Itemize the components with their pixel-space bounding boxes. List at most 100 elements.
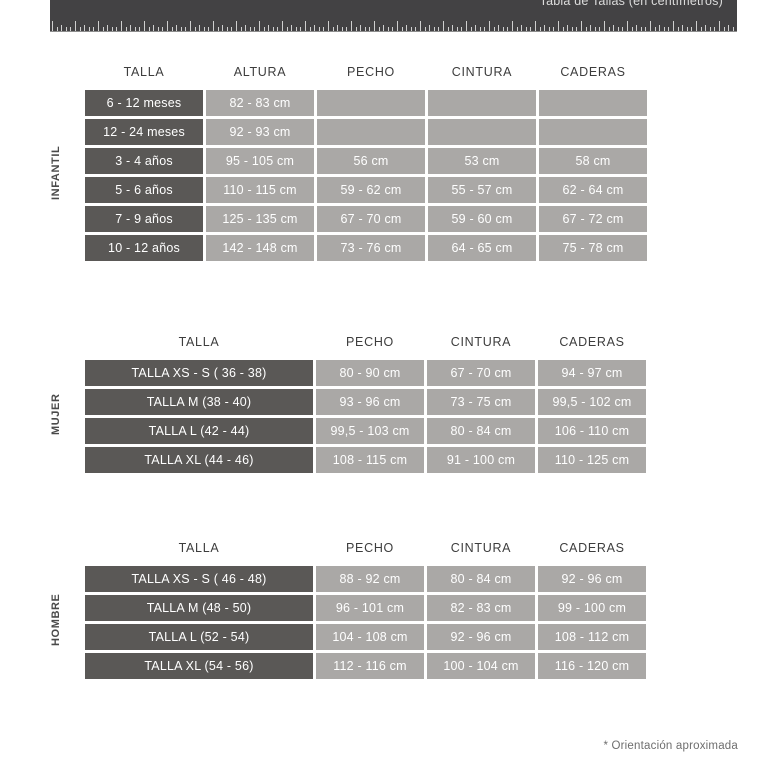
ruler-tick xyxy=(723,27,725,32)
table-row: 12 - 24 meses 92 - 93 cm xyxy=(85,119,647,145)
table-row: TALLA XL (44 - 46) 108 - 115 cm 91 - 100 c… xyxy=(85,447,646,473)
measurement-cell: 67 - 72 cm xyxy=(539,206,647,232)
ruler-tick xyxy=(245,25,247,32)
ruler-tick xyxy=(65,27,67,32)
ruler-tick xyxy=(56,27,58,32)
table-row: 3 - 4 años 95 - 105 cm 56 cm 53 cm 58 cm xyxy=(85,148,647,174)
column-header-caderas: CADERAS xyxy=(559,335,625,349)
size-label-cell: TALLA XS - S ( 46 - 48) xyxy=(85,566,313,592)
ruler-tick xyxy=(558,21,559,32)
ruler-tick xyxy=(107,25,109,32)
ruler-tick xyxy=(277,27,279,32)
ruler-tick xyxy=(668,27,670,32)
ruler-tick xyxy=(217,27,219,32)
column-header-cintura: CINTURA xyxy=(451,65,513,79)
measurement-cell xyxy=(539,90,647,116)
ruler-tick xyxy=(576,27,578,32)
ruler-tick xyxy=(208,27,210,32)
ruler-tick xyxy=(268,25,270,32)
measurement-cell: 112 - 116 cm xyxy=(316,653,424,679)
measurement-cell: 99 - 100 cm xyxy=(538,595,646,621)
measurement-cell: 91 - 100 cm xyxy=(427,447,535,473)
ruler-tick xyxy=(397,21,398,32)
ruler-tick xyxy=(341,27,343,32)
ruler-tick xyxy=(139,27,141,32)
ruler-tick xyxy=(613,25,615,32)
ruler-tick xyxy=(719,21,720,32)
banner-edge xyxy=(50,31,737,32)
ruler-tick xyxy=(452,25,454,32)
ruler-tick xyxy=(617,27,619,32)
ruler-tick xyxy=(364,27,366,32)
measurement-cell: 53 cm xyxy=(428,148,536,174)
ruler-tick xyxy=(682,25,684,32)
measurement-cell: 108 - 115 cm xyxy=(316,447,424,473)
measurement-cell: 67 - 70 cm xyxy=(317,206,425,232)
measurement-cell xyxy=(539,119,647,145)
ruler-tick xyxy=(116,27,118,32)
ruler-tick xyxy=(98,21,99,32)
ruler-tick xyxy=(493,27,495,32)
column-header-pecho: PECHO xyxy=(346,541,394,555)
size-label-cell: 10 - 12 años xyxy=(85,235,203,261)
ruler-tick xyxy=(686,27,688,32)
ruler-tick xyxy=(153,25,155,32)
ruler-tick xyxy=(240,27,242,32)
measurement-cell: 108 - 112 cm xyxy=(538,624,646,650)
measurement-cell: 82 - 83 cm xyxy=(427,595,535,621)
ruler-tick xyxy=(567,25,569,32)
ruler-tick xyxy=(466,21,467,32)
measurement-cell: 96 - 101 cm xyxy=(316,595,424,621)
ruler-tick xyxy=(470,27,472,32)
ruler-tick xyxy=(61,25,63,32)
measurement-cell: 92 - 96 cm xyxy=(427,624,535,650)
ruler-tick xyxy=(190,21,191,32)
measurement-cell: 73 - 75 cm xyxy=(427,389,535,415)
section-hombre: HOMBRE TALLA PECHO CINTURA CADERAS TALLA XS -… xyxy=(50,538,649,682)
ruler-tick xyxy=(728,25,730,32)
ruler-tick xyxy=(351,21,352,32)
ruler-tick xyxy=(553,27,555,32)
size-label-cell: 3 - 4 años xyxy=(85,148,203,174)
ruler-tick xyxy=(134,27,136,32)
measurement-cell xyxy=(428,90,536,116)
ruler-tick xyxy=(525,27,527,32)
measurement-cell: 67 - 70 cm xyxy=(427,360,535,386)
ruler-tick xyxy=(677,27,679,32)
ruler-tick xyxy=(84,25,86,32)
measurement-cell: 80 - 84 cm xyxy=(427,418,535,444)
table-row: TALLA XL (54 - 56) 112 - 116 cm 100 - 104 … xyxy=(85,653,646,679)
ruler-tick xyxy=(585,27,587,32)
ruler-tick xyxy=(203,27,205,32)
ruler-tick xyxy=(420,21,421,32)
table-row: TALLA XS - S ( 46 - 48) 88 - 92 cm 80 - 84… xyxy=(85,566,646,592)
ruler-tick xyxy=(608,27,610,32)
ruler-tick xyxy=(162,27,164,32)
column-header-cintura: CINTURA xyxy=(450,541,512,555)
ruler-tick xyxy=(594,27,596,32)
measurement-cell: 88 - 92 cm xyxy=(316,566,424,592)
table-row: 7 - 9 años 125 - 135 cm 67 - 70 cm 59 - 60 … xyxy=(85,206,647,232)
header-banner: Tabla de Tallas (en centímetros) xyxy=(50,0,737,32)
ruler-tick xyxy=(378,27,380,32)
ruler-tick xyxy=(300,27,302,32)
ruler-tick xyxy=(148,27,150,32)
ruler-tick xyxy=(700,27,702,32)
size-label-cell: TALLA L (42 - 44) xyxy=(85,418,313,444)
ruler-tick xyxy=(254,27,256,32)
ruler-tick xyxy=(705,25,707,32)
column-header-talla: TALLA xyxy=(123,65,165,79)
ruler-tick xyxy=(157,27,159,32)
measurement-cell: 73 - 76 cm xyxy=(317,235,425,261)
ruler-tick xyxy=(392,27,394,32)
column-header-cintura: CINTURA xyxy=(450,335,512,349)
ruler-tick xyxy=(714,27,716,32)
ruler-tick xyxy=(263,27,265,32)
section-label-hombre: HOMBRE xyxy=(50,593,62,647)
measurement-cell: 110 - 125 cm xyxy=(538,447,646,473)
ruler-tick xyxy=(309,27,311,32)
column-header-talla: TALLA xyxy=(178,335,220,349)
ruler-graphic xyxy=(50,18,737,32)
ruler-tick xyxy=(323,27,325,32)
ruler-tick xyxy=(176,25,178,32)
